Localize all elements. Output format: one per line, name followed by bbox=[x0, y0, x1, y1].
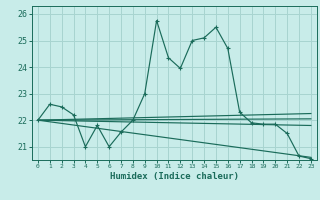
X-axis label: Humidex (Indice chaleur): Humidex (Indice chaleur) bbox=[110, 172, 239, 181]
